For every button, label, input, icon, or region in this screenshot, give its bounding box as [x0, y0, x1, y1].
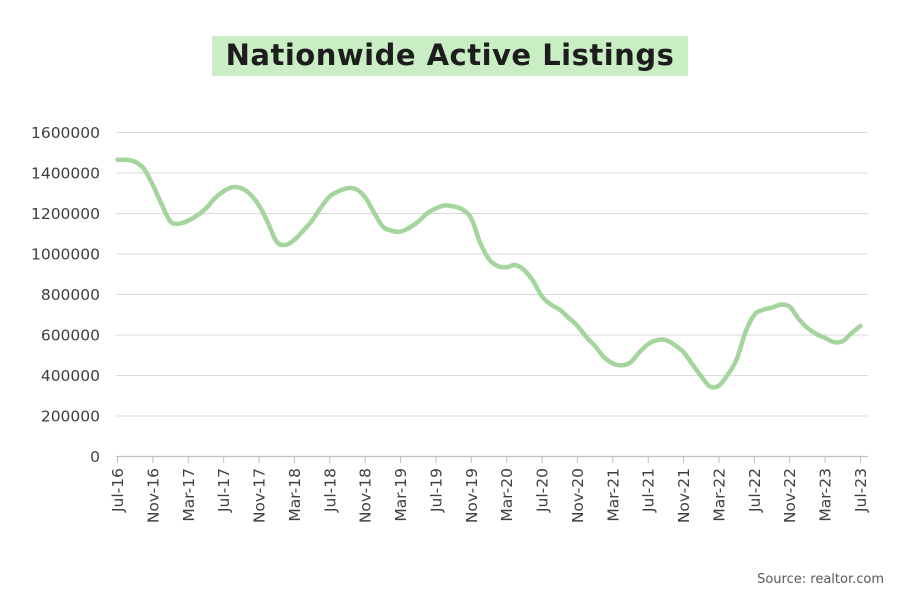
y-tick-label: 200000	[41, 408, 100, 426]
x-tick-label: Mar-23	[817, 468, 835, 522]
chart-title: Nationwide Active Listings	[211, 36, 689, 76]
x-tick-label: Nov-20	[569, 468, 587, 523]
x-tick-label: Jul-23	[852, 468, 870, 513]
x-axis-ticks	[117, 456, 861, 463]
x-axis-labels: Jul-16 Nov-16 Mar-17 Jul-17 Nov-17 Mar-18 Jul-…	[109, 468, 870, 523]
x-tick-label: Nov-18	[357, 468, 375, 523]
x-tick-label: Jul-18	[321, 468, 339, 513]
y-tick-label: 1400000	[31, 165, 100, 183]
x-tick-label: Jul-17	[215, 468, 233, 513]
y-axis-labels: 0 200000 400000 600000 800000 1000000 1200000 1…	[31, 124, 100, 466]
x-tick-label: Mar-17	[180, 468, 198, 522]
x-tick-label: Jul-16	[109, 468, 127, 513]
x-tick-label: Nov-17	[251, 468, 269, 523]
x-tick-label: Nov-21	[675, 468, 693, 523]
y-tick-label: 0	[90, 448, 100, 466]
y-tick-label: 1200000	[31, 205, 100, 223]
x-tick-label: Nov-16	[144, 468, 162, 523]
y-tick-label: 600000	[41, 327, 100, 345]
x-tick-label: Mar-18	[286, 468, 304, 522]
x-tick-label: Jul-21	[640, 468, 658, 513]
y-tick-label: 400000	[41, 367, 100, 385]
x-tick-label: Nov-22	[781, 468, 799, 523]
x-tick-label: Jul-22	[746, 468, 764, 513]
x-tick-label: Nov-19	[463, 468, 481, 523]
y-tick-label: 800000	[41, 286, 100, 304]
y-tick-label: 1000000	[31, 246, 100, 264]
x-tick-label: Mar-20	[498, 468, 516, 522]
gridlines	[116, 132, 868, 417]
y-tick-label: 1600000	[31, 124, 100, 142]
x-tick-label: Jul-20	[534, 468, 552, 513]
x-tick-label: Mar-22	[710, 468, 728, 522]
chart-title-wrap: Nationwide Active Listings	[0, 36, 900, 76]
x-tick-label: Mar-21	[604, 468, 622, 522]
series-line	[115, 157, 863, 390]
x-tick-label: Mar-19	[392, 468, 410, 522]
source-note: Source: realtor.com	[757, 572, 884, 587]
x-tick-label: Jul-19	[427, 468, 445, 513]
